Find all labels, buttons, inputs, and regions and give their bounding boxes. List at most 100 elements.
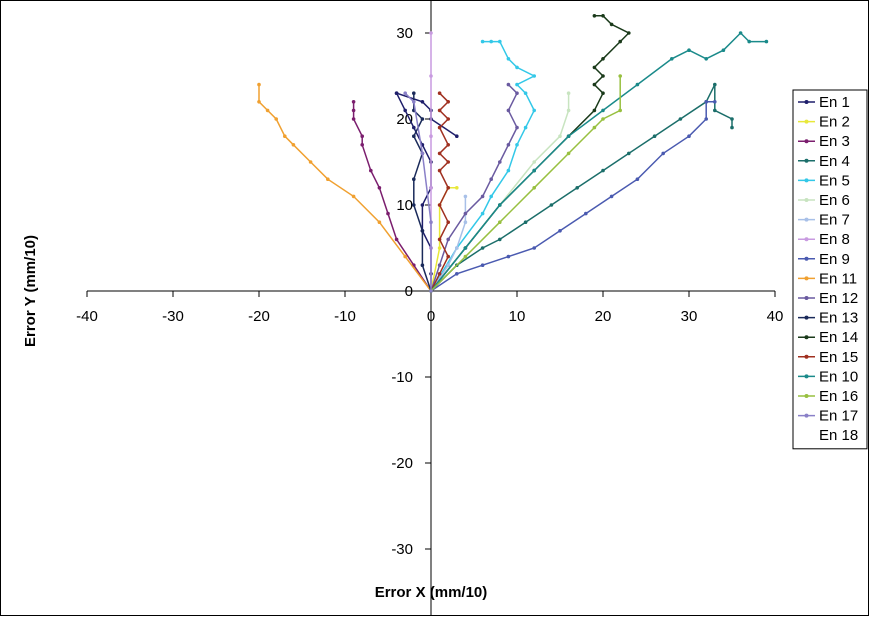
y-tick-label: -30 <box>391 541 413 558</box>
data-point <box>575 186 579 190</box>
data-point <box>437 91 442 95</box>
series-line <box>352 101 432 292</box>
legend-label: En 4 <box>819 153 850 170</box>
data-point <box>412 91 416 95</box>
legend-swatch-marker <box>804 296 809 300</box>
data-point <box>532 108 536 113</box>
data-point <box>463 211 468 216</box>
chart-axes: -40-30-20-10010203040-40-30-20-100102030… <box>76 0 783 620</box>
data-point <box>394 237 399 242</box>
data-point <box>523 220 528 224</box>
legend-label: En 10 <box>819 368 858 385</box>
data-point <box>446 254 451 259</box>
legend-item: En 1 <box>798 94 850 111</box>
series-line <box>430 101 715 292</box>
legend-label: En 13 <box>819 310 858 327</box>
legend-label: En 2 <box>819 114 850 131</box>
data-point <box>274 117 279 121</box>
legend-box <box>792 89 868 450</box>
data-point <box>351 108 356 113</box>
data-point <box>609 22 614 27</box>
legend-label: En 7 <box>819 212 850 229</box>
data-point <box>480 39 485 44</box>
data-point <box>420 203 425 207</box>
x-tick-label: 10 <box>509 308 526 325</box>
data-point <box>515 125 519 130</box>
data-point <box>446 100 451 104</box>
data-point <box>515 91 519 95</box>
data-point <box>326 177 330 181</box>
legend-swatch-marker <box>804 256 809 261</box>
x-tick-label: -30 <box>162 308 184 325</box>
legend-item: En 9 <box>798 251 850 268</box>
legend-swatch-marker <box>804 198 809 202</box>
y-tick-label: -10 <box>391 369 413 386</box>
data-point <box>523 91 528 95</box>
legend-swatch-marker <box>804 276 809 281</box>
legend-item: En 11 <box>798 270 857 287</box>
legend-label: En 9 <box>819 251 850 268</box>
legend-swatch-marker <box>804 413 809 418</box>
data-point <box>635 82 640 87</box>
legend-item: En 4 <box>798 153 850 170</box>
series-en-10 <box>429 31 769 293</box>
data-point <box>618 108 622 113</box>
data-point <box>532 246 536 250</box>
data-point <box>652 134 657 138</box>
legend-item: En 6 <box>798 192 850 209</box>
data-point <box>687 134 691 138</box>
legend-label: En 12 <box>819 290 858 307</box>
legend-label: En 3 <box>819 133 850 150</box>
data-point <box>403 254 408 259</box>
legend-label: En 1 <box>819 94 850 111</box>
data-point <box>721 48 726 52</box>
legend-label: En 11 <box>819 270 857 287</box>
legend-swatch-marker <box>804 139 809 144</box>
series-en-15 <box>429 91 451 293</box>
legend-swatch-marker <box>804 394 809 398</box>
data-point <box>704 117 708 121</box>
y-tick-label: 10 <box>396 197 413 214</box>
legend-item: En 18 <box>819 427 858 444</box>
legend-label: En 16 <box>819 388 858 405</box>
legend-label: En 8 <box>819 231 850 248</box>
series-line <box>430 84 518 292</box>
data-point <box>566 151 571 156</box>
data-point <box>635 177 640 181</box>
data-point <box>480 211 485 216</box>
data-point <box>506 82 511 87</box>
legend-item: En 8 <box>798 231 850 248</box>
series-line <box>430 40 536 292</box>
data-point <box>386 211 390 216</box>
data-point <box>498 220 502 224</box>
data-point <box>566 91 571 95</box>
data-point <box>455 134 459 138</box>
legend-swatch-marker <box>804 354 809 359</box>
legend-item: En 14 <box>798 329 858 346</box>
y-tick-label: 20 <box>396 111 413 128</box>
data-point <box>566 108 571 113</box>
series-en-16 <box>429 74 622 293</box>
data-point <box>480 263 485 268</box>
data-point <box>601 57 605 61</box>
data-point <box>515 65 519 70</box>
legend-swatch-marker <box>804 178 809 183</box>
data-point <box>437 237 442 242</box>
legend-swatch-marker <box>804 315 809 320</box>
legend-label: En 5 <box>819 172 850 189</box>
data-point <box>463 246 468 250</box>
data-point <box>446 263 451 268</box>
y-tick-label: 0 <box>405 283 413 300</box>
data-point <box>437 272 442 276</box>
x-tick-label: -10 <box>334 308 356 325</box>
data-point <box>532 74 536 78</box>
data-point <box>420 151 425 156</box>
data-point <box>420 100 425 104</box>
legend-item: En 13 <box>798 310 858 327</box>
data-point <box>446 220 451 224</box>
legend-swatch-marker <box>804 217 809 222</box>
legend-label: En 18 <box>819 427 858 444</box>
legend-swatch-marker <box>804 374 809 379</box>
data-point <box>704 57 708 61</box>
data-point <box>489 194 494 199</box>
